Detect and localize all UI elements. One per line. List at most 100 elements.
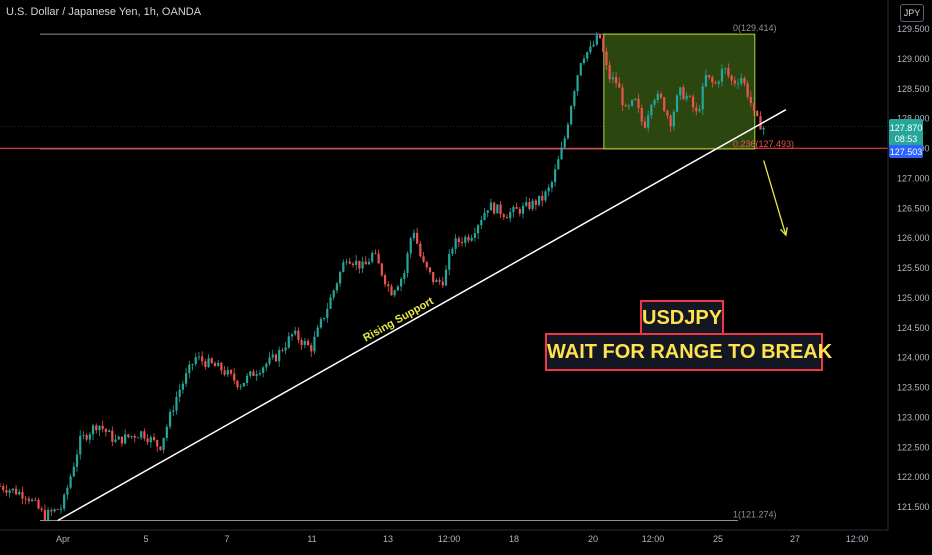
candle-body bbox=[486, 210, 489, 213]
candle-body bbox=[245, 375, 249, 383]
candle-body bbox=[242, 382, 245, 387]
candle-body bbox=[117, 436, 120, 440]
candle-body bbox=[515, 206, 518, 209]
rising-support-trendline[interactable] bbox=[57, 109, 787, 522]
candle-body bbox=[643, 121, 647, 128]
price-tick-label: 125.000 bbox=[897, 293, 930, 303]
candle-body bbox=[297, 330, 300, 341]
candle-body bbox=[69, 476, 72, 488]
candle-body bbox=[75, 454, 79, 467]
candle-body bbox=[374, 252, 377, 254]
price-tick-label: 124.500 bbox=[897, 323, 930, 333]
price-tick-label: 124.000 bbox=[897, 353, 930, 363]
candle-body bbox=[666, 110, 669, 116]
candle-body bbox=[18, 491, 21, 495]
candle-body bbox=[708, 75, 711, 78]
candle-body bbox=[428, 267, 432, 273]
candle-body bbox=[11, 488, 14, 491]
candle-body bbox=[66, 487, 69, 495]
time-tick-label: 7 bbox=[224, 534, 229, 544]
candle-body bbox=[159, 446, 162, 450]
symbol-callout[interactable]: USDJPY bbox=[640, 300, 724, 336]
candle-body bbox=[361, 261, 364, 269]
candle-body bbox=[226, 370, 229, 375]
candle-body bbox=[573, 91, 576, 107]
candle-body bbox=[294, 330, 297, 335]
candle-body bbox=[701, 86, 704, 110]
candle-body bbox=[717, 81, 720, 84]
price-tick-label: 127.000 bbox=[897, 173, 930, 183]
candle-body bbox=[647, 115, 650, 128]
candle-body bbox=[322, 317, 326, 320]
candle-body bbox=[387, 284, 390, 287]
candle-body bbox=[351, 263, 355, 265]
candle-body bbox=[409, 238, 412, 254]
candle-body bbox=[143, 431, 146, 439]
candle-body bbox=[505, 217, 509, 219]
candle-body bbox=[432, 272, 435, 283]
candle-body bbox=[602, 38, 605, 52]
candle-body bbox=[162, 437, 165, 450]
candle-body bbox=[675, 95, 679, 112]
candle-body bbox=[114, 439, 117, 442]
candle-body bbox=[464, 236, 467, 244]
candle-body bbox=[172, 410, 175, 412]
candle-body bbox=[537, 195, 541, 205]
chart-title: U.S. Dollar / Japanese Yen, 1h, OANDA bbox=[6, 6, 202, 18]
arrow-head bbox=[780, 227, 788, 237]
candle-body bbox=[210, 358, 213, 364]
time-tick-label: 18 bbox=[509, 534, 519, 544]
price-tick-label: 122.500 bbox=[897, 442, 930, 452]
candle-body bbox=[201, 356, 204, 362]
candle-body bbox=[274, 354, 278, 362]
candle-body bbox=[679, 87, 682, 96]
candle-body bbox=[457, 238, 460, 243]
candle-body bbox=[175, 396, 178, 411]
candle-body bbox=[631, 99, 634, 106]
price-tick-label: 129.500 bbox=[897, 24, 930, 34]
candle-body bbox=[284, 347, 287, 351]
message-callout[interactable]: WAIT FOR RANGE TO BREAK bbox=[545, 333, 832, 371]
candle-body bbox=[233, 373, 236, 381]
time-axis[interactable]: Apr 5 7 11 13 12:00 18 20 12:00 25 27 12:00 bbox=[0, 529, 888, 544]
candle-body bbox=[586, 52, 589, 59]
price-tick-label: 129.000 bbox=[897, 54, 930, 64]
candle-body bbox=[477, 225, 480, 234]
candle-body bbox=[53, 509, 56, 512]
candle-body bbox=[181, 383, 184, 390]
candle-body bbox=[460, 242, 464, 244]
candle-body bbox=[534, 200, 537, 205]
price-tick-label: 126.000 bbox=[897, 233, 930, 243]
candle-body bbox=[2, 486, 5, 490]
down-arrow-annotation[interactable] bbox=[763, 160, 788, 237]
candle-body bbox=[107, 430, 111, 432]
candle-body bbox=[659, 93, 663, 98]
candle-body bbox=[111, 430, 114, 442]
candle-body bbox=[403, 272, 406, 279]
level-price-value: 127.503 bbox=[890, 147, 923, 157]
candle-body bbox=[759, 116, 762, 130]
candle-body bbox=[554, 169, 557, 183]
candle-body bbox=[640, 107, 643, 122]
candle-body bbox=[120, 436, 124, 444]
candle-body bbox=[223, 370, 226, 375]
candle-body bbox=[399, 278, 403, 287]
candle-body bbox=[624, 105, 627, 107]
candle-body bbox=[720, 69, 724, 82]
candle-body bbox=[547, 187, 550, 192]
time-tick-label: 5 bbox=[143, 534, 148, 544]
candle-body bbox=[127, 434, 130, 437]
candle-body bbox=[682, 87, 685, 100]
price-tick-label: 122.000 bbox=[897, 472, 930, 482]
candle-body bbox=[204, 361, 207, 367]
candle-body bbox=[59, 508, 63, 510]
candle-body bbox=[598, 34, 602, 39]
candle-body bbox=[168, 411, 172, 427]
candle-body bbox=[79, 435, 82, 455]
candle-body bbox=[592, 44, 595, 47]
candle-body bbox=[454, 238, 457, 249]
currency-button[interactable]: JPY bbox=[900, 4, 924, 22]
candle-body bbox=[300, 340, 303, 345]
candle-body bbox=[149, 437, 152, 443]
